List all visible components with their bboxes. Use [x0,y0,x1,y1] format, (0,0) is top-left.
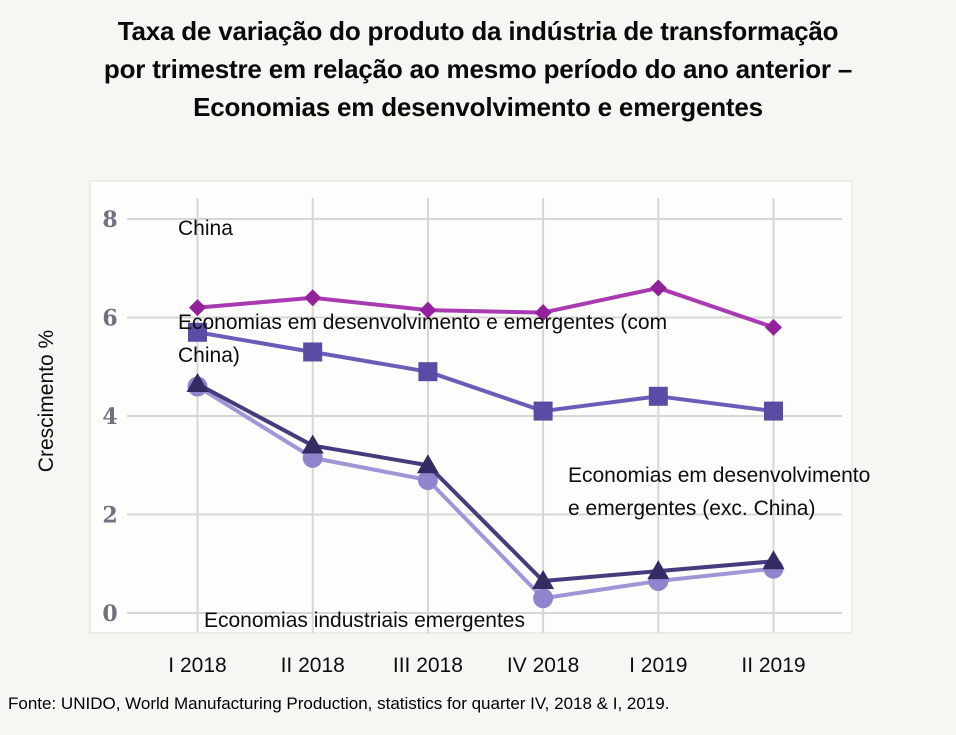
triangle-marker-economias-em-desenvolvimento-e-emergente [186,372,209,392]
title-line-2: por trimestre em relação ao mesmo períod… [103,54,853,84]
x-tick-label: II 2019 [741,654,805,677]
square-marker-economias-em-desenvolvimento-e-emergente [188,322,207,342]
diamond-marker-china [534,304,552,322]
y-tick-label: 8 [102,207,117,233]
y-tick-label: 4 [102,404,117,430]
series-economias-em-desenvolvimento-e-emergente [186,372,785,589]
x-tick-label: III 2018 [393,654,463,677]
source-note: Fonte: UNIDO, World Manufacturing Produc… [8,694,670,713]
circle-marker-economias-industriais-emergentes [417,470,438,491]
diamond-marker-china [649,279,667,297]
page-title: Taxa de variação do produto da indústria… [0,12,956,126]
y-axis-label: Crescimento % [35,329,58,473]
y-tick-label: 2 [102,503,117,529]
annotation-exc-china-label: Economias em desenvolvimento e emergente… [568,464,871,520]
plot-area [89,180,853,634]
triangle-marker-economias-em-desenvolvimento-e-emergente [301,434,324,454]
diamond-marker-china [304,289,322,307]
series-economias-em-desenvolvimento-e-emergente [188,322,783,421]
y-tick-label: 6 [102,306,117,332]
series-line-economias-em-desenvolvimento-e-emergente [195,330,776,414]
annotation-china-label: China [178,217,233,240]
diamond-marker-china [189,299,206,317]
title-line-1: Taxa de variação do produto da indústria… [117,16,839,46]
square-marker-economias-em-desenvolvimento-e-emergente [764,401,783,421]
circle-marker-economias-industriais-emergentes [533,588,554,609]
triangle-marker-economias-em-desenvolvimento-e-emergente [647,560,670,580]
x-tick-label: I 2019 [629,654,687,677]
annotation-industrial-label: Economias industriais emergentes [204,609,525,632]
series-line-economias-industriais-emergentes [195,384,776,601]
x-tick-label: II 2018 [281,654,345,677]
triangle-marker-economias-em-desenvolvimento-e-emergente [532,569,555,589]
series-line-economias-em-desenvolvimento-e-emergente [195,381,776,583]
x-tick-label: I 2018 [168,654,226,677]
triangle-marker-economias-em-desenvolvimento-e-emergente [762,550,785,570]
triangle-marker-economias-em-desenvolvimento-e-emergente [416,454,439,474]
diamond-marker-china [419,301,437,319]
x-tick-label: IV 2018 [507,654,579,677]
diamond-marker-china [765,318,782,336]
square-marker-economias-em-desenvolvimento-e-emergente [418,362,438,382]
square-marker-economias-em-desenvolvimento-e-emergente [648,386,668,406]
series-china [189,279,782,336]
series-line-china [195,285,776,330]
title-line-3: Economias em desenvolvimento e emergente… [193,92,763,122]
square-marker-economias-em-desenvolvimento-e-emergente [303,342,323,362]
y-tick-label: 0 [102,601,117,627]
annotation-com-china-label: Economias em desenvolvimento e emergente… [178,311,668,367]
square-marker-economias-em-desenvolvimento-e-emergente [533,401,553,421]
